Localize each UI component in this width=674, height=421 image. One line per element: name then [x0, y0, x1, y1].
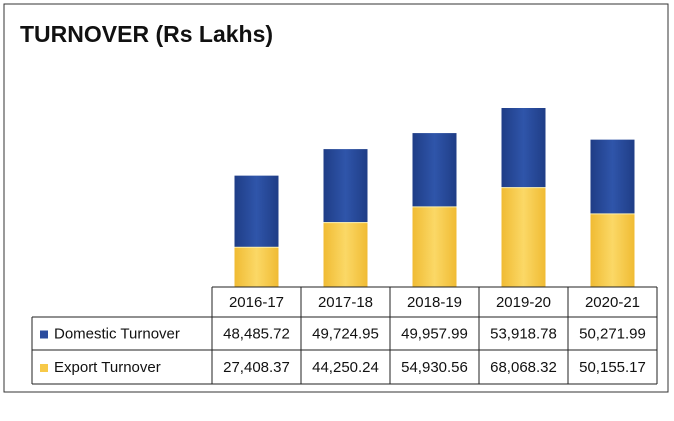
bar-segment — [501, 108, 546, 188]
legend-label: Domestic Turnover — [54, 325, 180, 342]
table-value: 49,724.95 — [312, 325, 379, 342]
table-value: 44,250.24 — [312, 359, 379, 376]
bar-segment — [501, 187, 546, 287]
column-header: 2017-18 — [318, 294, 373, 311]
table-value: 54,930.56 — [401, 359, 468, 376]
bar-segment — [412, 206, 457, 287]
bar-segment — [323, 149, 368, 223]
bar-segment — [590, 139, 635, 214]
table-value: 48,485.72 — [223, 325, 290, 342]
table-value: 49,957.99 — [401, 325, 468, 342]
column-header: 2019-20 — [496, 294, 551, 311]
table-value: 50,271.99 — [579, 325, 646, 342]
bar-segment — [412, 133, 457, 207]
chart-title: TURNOVER (Rs Lakhs) — [20, 21, 273, 47]
legend-swatch — [40, 330, 48, 339]
legend-swatch — [40, 364, 48, 372]
table-value: 68,068.32 — [490, 359, 557, 376]
bar-segment — [234, 175, 279, 247]
bar-segment — [323, 222, 368, 287]
column-header: 2020-21 — [585, 294, 640, 311]
bar-segment — [590, 213, 635, 287]
legend-label: Export Turnover — [54, 359, 161, 376]
table-value: 27,408.37 — [223, 359, 290, 376]
column-header: 2018-19 — [407, 294, 462, 311]
table-value: 53,918.78 — [490, 325, 557, 342]
column-header: 2016-17 — [229, 294, 284, 311]
table-value: 50,155.17 — [579, 359, 646, 376]
bar-segment — [234, 246, 279, 287]
